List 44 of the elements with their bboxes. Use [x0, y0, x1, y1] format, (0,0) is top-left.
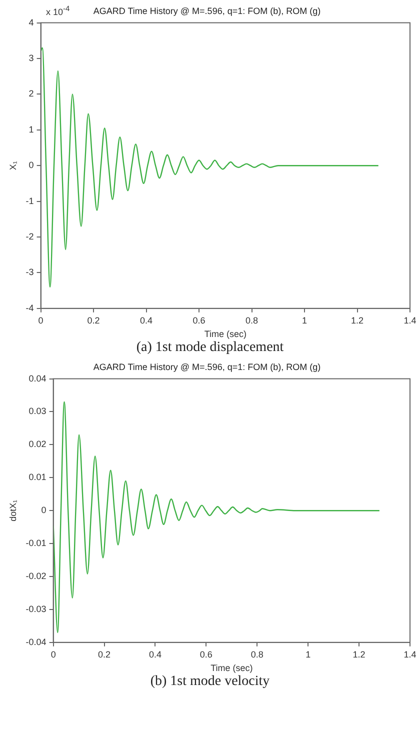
y-tick-label: 0: [28, 160, 34, 170]
text: (a) 1st mode displacement: [135, 340, 285, 356]
x-tick-label: 0.8: [246, 315, 258, 326]
y-tick-label: -0.03: [26, 604, 46, 614]
x-tick-label: 0.2: [87, 315, 100, 326]
x-tick-label: 0.6: [200, 649, 212, 660]
y-tick-label: 2: [28, 88, 34, 99]
x-axis-title: Time (sec): [204, 329, 246, 340]
line-series: [40, 47, 379, 288]
y-tick-label: -3: [26, 267, 34, 278]
x-tick-label: 0.4: [140, 315, 153, 326]
line-series: [53, 401, 380, 634]
y-tick-label: -2: [26, 231, 34, 242]
y-tick-label: 4: [28, 17, 34, 28]
y-tick-label: 0: [41, 505, 46, 516]
y-tick-label: 0.04: [28, 373, 46, 384]
x-tick-label: 1.2: [351, 315, 364, 326]
y-tick-label: -4: [26, 302, 34, 313]
y-tick-label: 3: [28, 52, 34, 63]
y-tick-label: -0.02: [26, 570, 46, 581]
y-tick-label: 1: [28, 124, 34, 134]
x-tick-label: 1: [302, 315, 308, 326]
y-tick-label: 0.02: [28, 439, 46, 450]
y-tick-label: -1: [26, 196, 34, 206]
y-tick-label: 0.03: [28, 406, 46, 416]
text: (b) 1st mode velocity: [149, 674, 271, 690]
x-axis-title: Time (sec): [210, 663, 253, 674]
x-tick-label: 1: [306, 649, 311, 660]
x-tick-label: 1.4: [404, 315, 416, 326]
text: x 10$^{-4}$: [46, 4, 70, 17]
y-tick-label: 0.01: [28, 472, 46, 482]
chart-title: AGARD Time History @ M=.596, q=1: FOM (b), ROM (g): [93, 6, 321, 16]
x-tick-label: 1.4: [404, 649, 416, 660]
y-axis-title: X₁: [8, 161, 18, 170]
y-tick-label: -0.01: [26, 538, 46, 548]
x-tick-label: 0.8: [250, 649, 264, 660]
x-tick-label: 0.4: [148, 649, 162, 660]
x-tick-label: 0.2: [98, 649, 111, 660]
y-tick-label: -0.04: [26, 636, 46, 647]
x-tick-label: 1.2: [352, 649, 366, 660]
chart-title: AGARD Time History @ M=.596, q=1: FOM (b), ROM (g): [93, 362, 321, 372]
y-axis-title: dotX₁: [8, 500, 18, 522]
x-tick-label: 0: [50, 649, 56, 660]
x-tick-label: 0.6: [192, 315, 206, 326]
